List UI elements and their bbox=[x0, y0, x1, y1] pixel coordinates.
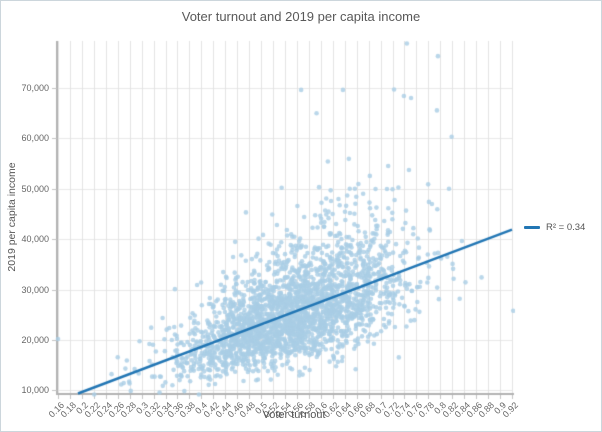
y-tick-label: 10,000 bbox=[21, 385, 49, 396]
y-tick-label: 40,000 bbox=[21, 234, 49, 245]
legend-line-swatch bbox=[524, 226, 540, 229]
y-tick-label: 70,000 bbox=[21, 82, 49, 93]
y-axis-title: 2019 per capita income bbox=[6, 162, 18, 272]
y-tick-label: 60,000 bbox=[21, 133, 49, 144]
legend-label: R² = 0.34 bbox=[546, 222, 586, 233]
trendline-legend: R² = 0.34 bbox=[524, 222, 585, 233]
x-axis-title: Voter turnout bbox=[262, 409, 326, 421]
y-tick-label: 50,000 bbox=[21, 183, 49, 194]
chart-title: Voter turnout and 2019 per capita income bbox=[181, 9, 421, 24]
y-tick-label: 30,000 bbox=[21, 284, 49, 295]
y-tick-label: 20,000 bbox=[21, 335, 49, 346]
